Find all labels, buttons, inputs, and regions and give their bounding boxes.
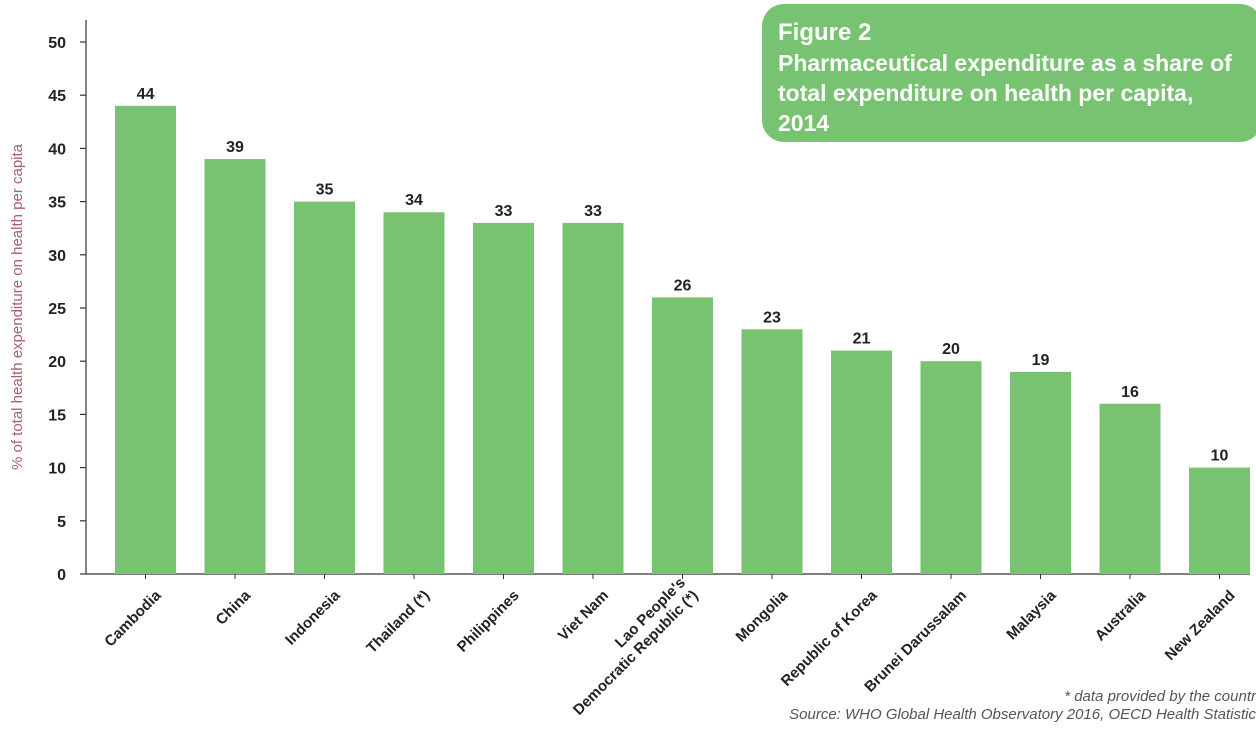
- category-label-line: Brunei Darussalam: [861, 587, 970, 696]
- bar: [741, 329, 803, 574]
- y-tick-label: 30: [48, 248, 66, 265]
- y-tick-label: 40: [48, 141, 66, 158]
- y-tick-label: 10: [48, 461, 66, 478]
- data-label: 16: [1121, 384, 1139, 401]
- category-label-line: Republic of Korea: [778, 587, 881, 690]
- y-tick-label: 0: [57, 567, 66, 584]
- figure-caption-box: Figure 2 Pharmaceutical expenditure as a…: [762, 4, 1256, 142]
- y-tick-label: 50: [48, 35, 66, 52]
- figure-title: Pharmaceutical expenditure as a share of…: [778, 50, 1232, 136]
- category-label-line: Thailand (*): [363, 587, 433, 657]
- category-label-line: Australia: [1092, 587, 1150, 645]
- category-label: Thailand (*): [363, 587, 433, 657]
- category-label-line: Mongolia: [733, 587, 792, 646]
- bar: [204, 159, 266, 575]
- bar: [115, 105, 176, 574]
- y-axis-label: % of total health expenditure on health …: [9, 143, 26, 470]
- category-label: Philippines: [454, 587, 523, 656]
- category-label: Republic of Korea: [778, 587, 881, 690]
- category-label: Mongolia: [733, 587, 792, 646]
- data-label: 39: [226, 139, 244, 156]
- y-tick-label: 20: [48, 354, 66, 371]
- category-label: Indonesia: [282, 587, 344, 649]
- bar: [652, 297, 713, 574]
- data-label: 33: [495, 203, 513, 220]
- category-label: China: [213, 587, 255, 629]
- bar: [294, 201, 355, 574]
- data-label: 34: [405, 192, 423, 209]
- bar: [1099, 403, 1161, 574]
- data-label: 19: [1032, 352, 1050, 369]
- data-label: 10: [1211, 448, 1229, 465]
- category-label: Cambodia: [101, 587, 165, 651]
- data-label: 26: [674, 277, 692, 294]
- y-tick-label: 5: [57, 514, 66, 531]
- category-label-line: Viet Nam: [555, 587, 612, 644]
- footnote-source: Source: WHO Global Health Observatory 20…: [789, 706, 1256, 723]
- bar: [831, 350, 892, 574]
- category-label: Malaysia: [1003, 587, 1060, 644]
- footnote-note: * data provided by the countr: [1064, 688, 1256, 705]
- category-label: Viet Nam: [555, 587, 612, 644]
- category-label-line: New Zealand: [1162, 587, 1239, 664]
- y-tick-label: 25: [48, 301, 66, 318]
- bar: [562, 222, 624, 574]
- y-tick-label: 15: [48, 407, 66, 424]
- category-label-line: Philippines: [454, 587, 523, 656]
- data-label: 20: [942, 341, 960, 358]
- category-label: Australia: [1092, 587, 1150, 645]
- data-label: 23: [763, 309, 781, 326]
- figure-label: Figure 2: [778, 19, 872, 46]
- data-label: 21: [853, 331, 871, 348]
- bar: [473, 222, 534, 574]
- category-label: New Zealand: [1162, 587, 1239, 664]
- category-label-line: Cambodia: [101, 587, 165, 651]
- footnotes: * data provided by the countr Source: WH…: [616, 688, 1256, 724]
- data-label: 35: [316, 182, 334, 199]
- category-label-line: Indonesia: [282, 587, 344, 649]
- bar: [1010, 371, 1071, 574]
- bar: [1189, 467, 1250, 574]
- category-label-line: China: [213, 587, 255, 629]
- data-label: 44: [137, 86, 155, 103]
- y-tick-label: 35: [48, 195, 66, 212]
- bar: [920, 361, 982, 574]
- bar: [383, 212, 445, 575]
- category-label-line: Malaysia: [1003, 587, 1060, 644]
- data-label: 33: [584, 203, 602, 220]
- category-label: Brunei Darussalam: [861, 587, 970, 696]
- y-tick-label: 45: [48, 88, 66, 105]
